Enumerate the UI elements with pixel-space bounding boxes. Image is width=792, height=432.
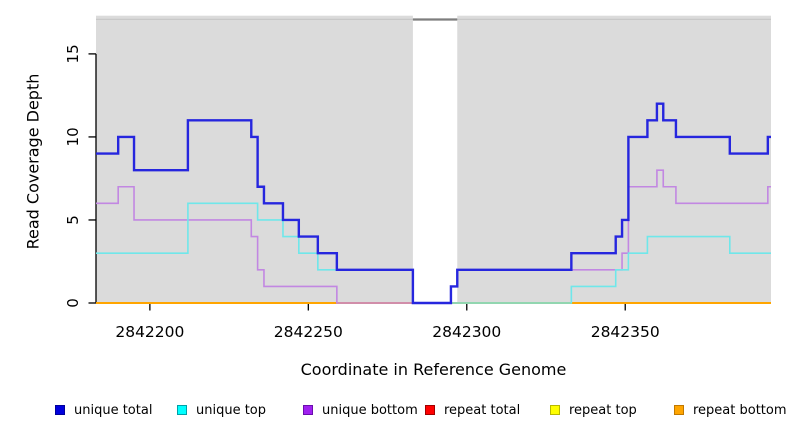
y-tick-label: 10 (64, 127, 82, 146)
legend-swatch-repeat-bottom (674, 405, 684, 415)
legend-swatch-repeat-top (550, 405, 560, 415)
legend-label-unique-total: unique total (74, 402, 153, 418)
legend-label-unique-bottom: unique bottom (322, 402, 418, 418)
legend-item-repeat-bottom: repeat bottom (674, 399, 787, 421)
x-tick-label: 2842350 (591, 323, 660, 341)
panel-left (96, 15, 413, 303)
panel-right (457, 15, 771, 303)
legend-item-unique-bottom: unique bottom (303, 399, 418, 421)
x-tick-label: 2842300 (432, 323, 501, 341)
x-tick-label: 2842250 (274, 323, 343, 341)
legend-label-repeat-bottom: repeat bottom (693, 402, 787, 418)
legend-item-unique-total: unique total (55, 399, 152, 421)
y-axis-label: Read Coverage Depth (23, 73, 43, 250)
legend-swatch-unique-total (55, 405, 65, 415)
legend-item-unique-top: unique top (177, 399, 266, 421)
legend-swatch-unique-top (177, 405, 187, 415)
legend-swatch-repeat-total (425, 405, 435, 415)
legend-item-repeat-top: repeat top (550, 399, 637, 421)
legend: unique total unique top unique bottom re… (0, 399, 792, 421)
y-tick-label: 0 (64, 298, 82, 308)
legend-item-repeat-total: repeat total (425, 399, 520, 421)
y-tick-label: 5 (64, 215, 82, 225)
x-axis-label: Coordinate in Reference Genome (300, 360, 567, 379)
legend-swatch-unique-bottom (303, 405, 313, 415)
legend-label-unique-top: unique top (196, 402, 267, 418)
y-tick-label: 15 (64, 44, 82, 63)
x-tick-label: 2842200 (115, 323, 184, 341)
series-unique-total (96, 102, 771, 305)
legend-label-repeat-top: repeat top (569, 402, 637, 418)
legend-label-repeat-total: repeat total (444, 402, 521, 418)
